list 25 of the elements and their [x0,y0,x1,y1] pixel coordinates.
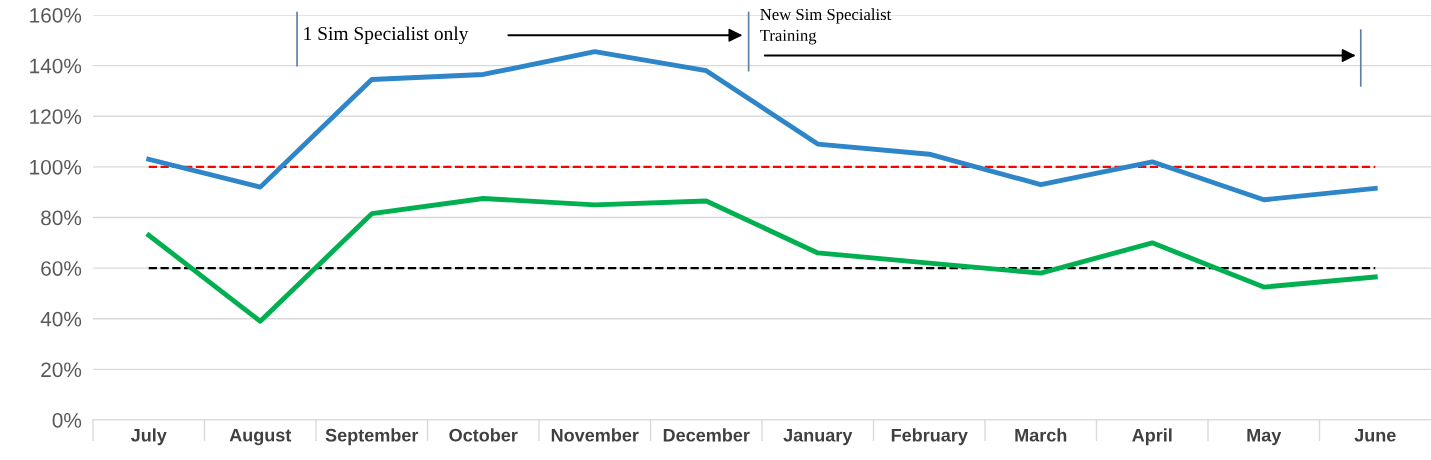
x-tick-label: September [325,428,419,446]
y-tick-label: 160% [30,8,82,23]
x-tick-label: March [1015,428,1067,442]
y-tick-label: 60% [41,261,82,276]
x-tick-label: August [229,428,292,446]
line-series [146,49,1378,203]
x-tick-label: May [1247,429,1282,446]
y-tick-label: 80% [41,210,82,226]
x-tick-label: October [449,428,518,442]
x-tick-label: July [130,428,167,446]
x-tick-label: January [783,429,853,446]
y-tick-label: 0% [52,413,82,428]
y-tick-label: 20% [41,362,82,378]
annotation: New Sim Specialist Training [760,8,892,45]
annotation: 1 Sim Specialist only [304,26,469,45]
y-tick-label: 140% [30,58,82,74]
y-tick-label: 120% [30,109,82,124]
x-tick-label: June [1354,429,1396,442]
x-tick-label: November [551,428,639,442]
x-tick-label: April [1132,428,1172,446]
x-tick-label: December [663,428,750,442]
x-tick-label: February [891,428,968,446]
y-tick-label: 100% [30,159,82,175]
line-series [146,196,1378,324]
y-tick-label: 40% [40,311,82,327]
